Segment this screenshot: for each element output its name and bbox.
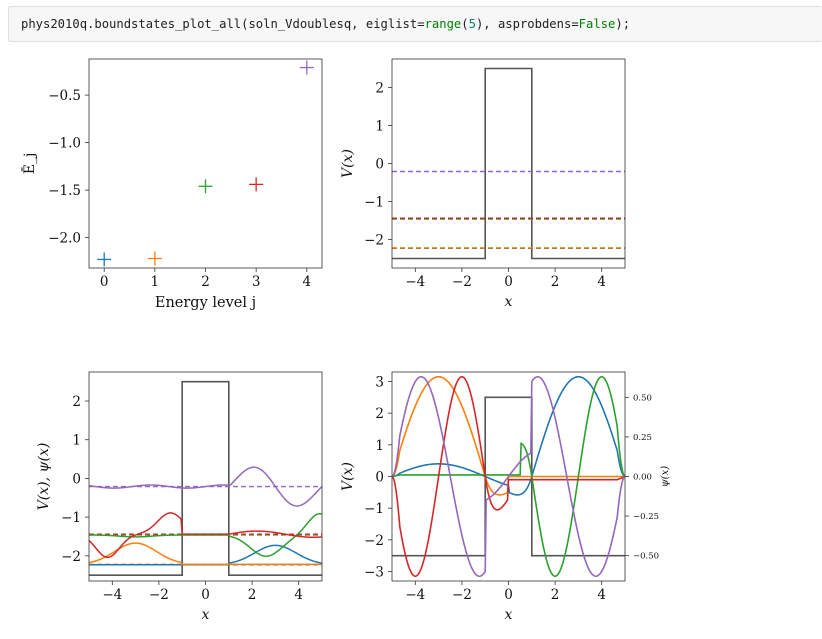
x-tick-label: 3 [252, 274, 261, 290]
y-tick-label: −0.5 [48, 88, 81, 104]
x-tick-label: 4 [597, 274, 606, 290]
y-tick-label: −1 [364, 195, 384, 211]
y-axis-label: V(x) [340, 462, 356, 491]
y-tick-label: 2 [375, 81, 384, 97]
y-axis-label: V(x) [340, 149, 356, 178]
wavefunction-line [89, 466, 322, 507]
wavefunction-line [89, 544, 322, 566]
x-axis-label: Energy level j [155, 295, 256, 311]
x-tick-label: 2 [201, 274, 210, 290]
y2-tick-label: 0.50 [633, 393, 652, 403]
x-tick-label: 1 [151, 274, 160, 290]
y-axis-label: V(x), ψ(x) [36, 443, 52, 511]
x-tick-label: 4 [303, 274, 312, 290]
wavefunction-line [89, 512, 322, 559]
y-tick-label: 1 [375, 119, 384, 135]
y2-tick-label: −0.50 [633, 552, 659, 562]
y-tick-label: −2 [364, 233, 384, 249]
y-tick-label: 1 [72, 433, 81, 449]
x-axis-label: x [505, 607, 513, 623]
code-suffix: ); [615, 17, 631, 31]
scatter-point [249, 177, 264, 192]
y-tick-label: −3 [364, 565, 384, 581]
code-text-mid: ), asprobdens= [475, 17, 579, 31]
y-tick-label: 2 [375, 406, 384, 422]
wavefunction-line [392, 375, 625, 578]
x-tick-label: 0 [504, 587, 513, 603]
x-tick-label: 0 [100, 274, 109, 290]
scatter-point [97, 252, 112, 267]
wavefunction-line [392, 375, 625, 578]
code-paren: ( [461, 17, 469, 31]
axes-frame [88, 58, 323, 269]
x-tick-label: −2 [452, 274, 472, 290]
scatter-point [147, 251, 162, 266]
code-line: phys2010q.boundstates_plot_all(soln_Vdou… [21, 17, 630, 31]
potential-line [392, 67, 625, 260]
y-tick-label: −1.5 [48, 183, 81, 199]
y-tick-label: −2.0 [48, 231, 81, 247]
code-text: phys2010q.boundstates_plot_all(soln_Vdou… [21, 17, 425, 31]
y-tick-label: 0 [72, 471, 81, 487]
x-tick-label: 2 [551, 274, 560, 290]
x-tick-label: −4 [102, 587, 122, 603]
code-cell[interactable]: phys2010q.boundstates_plot_all(soln_Vdou… [8, 6, 822, 42]
y-tick-label: −1 [61, 510, 81, 526]
x-tick-label: 0 [504, 274, 513, 290]
y-tick-label: 3 [375, 375, 384, 391]
y-tick-label: −2 [364, 533, 384, 549]
x-tick-label: 4 [294, 587, 303, 603]
x-tick-label: 4 [597, 587, 606, 603]
potential-line [392, 396, 625, 557]
axes-frame [88, 371, 323, 582]
plot-area [89, 380, 322, 576]
y-tick-label: −2 [61, 549, 81, 565]
y2-tick-label: 0.00 [633, 473, 652, 483]
plot-area [392, 375, 625, 578]
scatter-point [299, 60, 314, 75]
y-tick-label: −1 [364, 501, 384, 517]
wavefunction-line [392, 375, 625, 578]
y-tick-label: −1.0 [48, 136, 81, 152]
x-tick-label: 0 [201, 587, 210, 603]
code-range: range [424, 17, 462, 31]
plot-area [392, 67, 625, 260]
y2-axis-label: ψ(x) [660, 466, 671, 487]
chart-energy-levels: 0 1 2 3 4 −0.5 −1.0 −1.5 −2.0 Energy level j Ē_j [20, 58, 323, 311]
y2-tick-label: −0.25 [633, 512, 659, 522]
x-tick-label: −4 [405, 587, 425, 603]
y-tick-label: 0 [375, 470, 384, 486]
code-number: 5 [468, 17, 476, 31]
x-axis-label: x [202, 607, 210, 623]
x-tick-label: −2 [452, 587, 472, 603]
potential-line [89, 380, 322, 576]
wavefunction-line [89, 542, 322, 566]
y-tick-label: 0 [375, 157, 384, 173]
x-tick-label: −2 [149, 587, 169, 603]
y-tick-label: 1 [375, 438, 384, 454]
code-false: False [578, 17, 616, 31]
y-axis-label: Ē_j [20, 153, 38, 175]
axes-frame [391, 58, 626, 269]
x-tick-label: −4 [405, 274, 425, 290]
y2-tick-label: 0.25 [633, 433, 652, 443]
x-tick-label: 2 [551, 587, 560, 603]
y-tick-label: 2 [72, 394, 81, 410]
x-axis-label: x [505, 294, 513, 310]
x-tick-label: 2 [248, 587, 257, 603]
chart-potential-energies: −4 −2 0 2 4 2 1 0 −1 −2 x V(x) [340, 58, 626, 310]
chart-potential-wavefunctions: −4 −2 0 2 4 2 1 0 −1 −2 x V(x), ψ(x) [36, 371, 323, 623]
chart-wavefunctions-twin: −4 −2 0 2 4 3 2 1 0 −1 −2 −3 0.50 0.25 0.00 −0.25 −0.50 x… [340, 371, 671, 623]
scatter-point [198, 179, 213, 194]
wavefunction-line [89, 512, 322, 557]
